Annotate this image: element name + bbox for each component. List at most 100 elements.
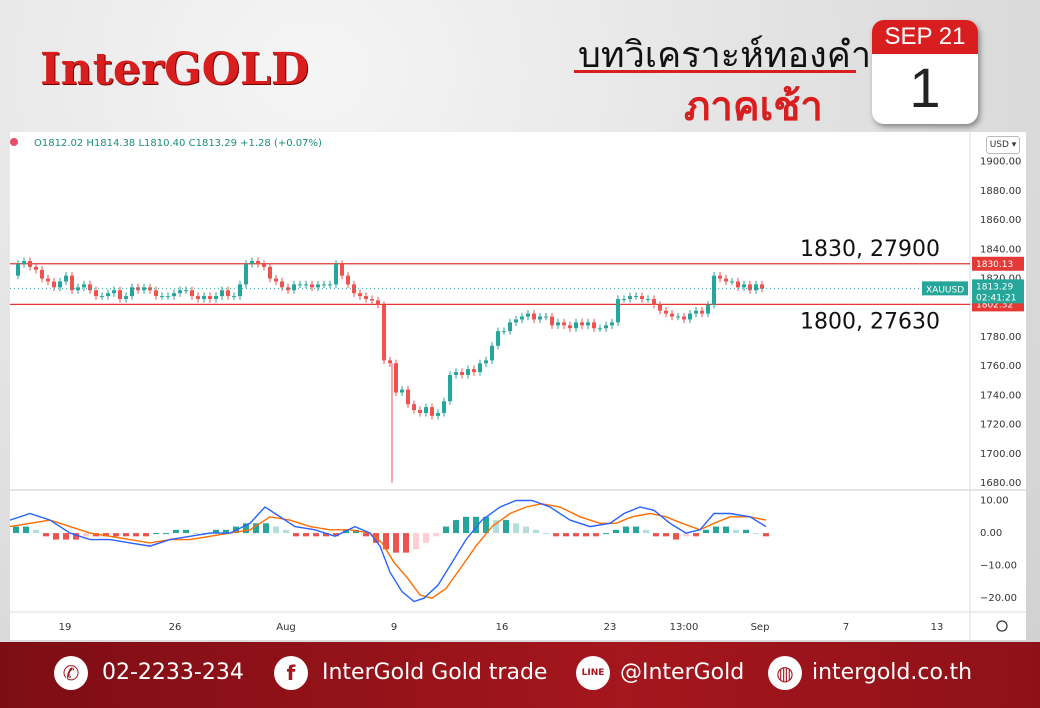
macd-histogram-bar xyxy=(733,529,739,534)
ohlc-close: C1813.29 xyxy=(188,138,237,149)
footer-line[interactable]: @InterGold xyxy=(620,660,745,685)
candle xyxy=(502,331,506,333)
candle xyxy=(676,316,680,318)
macd-histogram-bar xyxy=(623,526,629,534)
candle xyxy=(64,275,68,282)
candle xyxy=(268,266,272,279)
candle xyxy=(664,310,668,314)
candle xyxy=(298,284,302,286)
ohlc-open: O1812.02 xyxy=(34,138,84,149)
candle xyxy=(208,296,212,300)
support-annotation: 1800, 27630 xyxy=(800,309,940,334)
currency-dropdown[interactable]: USD ▾ xyxy=(986,136,1020,154)
candle xyxy=(418,410,422,413)
candle xyxy=(556,322,560,326)
candle xyxy=(220,290,224,297)
candle xyxy=(430,407,434,416)
macd-histogram-bar xyxy=(33,529,39,534)
macd-signal-line xyxy=(10,503,767,599)
macd-histogram-bar xyxy=(743,529,749,534)
resistance-price-tag xyxy=(972,256,1024,271)
candle xyxy=(394,363,398,393)
macd-histogram-bar xyxy=(73,533,79,540)
macd-histogram-bar xyxy=(513,523,519,534)
candle xyxy=(550,316,554,326)
candle xyxy=(70,275,74,291)
macd-histogram-bar xyxy=(153,533,159,535)
candle xyxy=(256,261,260,264)
price-tick-label: 1880.00 xyxy=(980,186,1021,197)
price-tick-label: 1680.00 xyxy=(980,478,1021,489)
macd-histogram-bar xyxy=(393,533,399,553)
macd-histogram-bar xyxy=(323,533,329,537)
candle xyxy=(118,290,122,300)
candle xyxy=(526,313,530,317)
macd-histogram-bar xyxy=(363,533,369,537)
candle xyxy=(628,296,632,300)
candle xyxy=(382,304,386,361)
price-tick-label: 1820.00 xyxy=(980,274,1021,285)
footer-phone[interactable]: 02-2233-234 xyxy=(102,660,244,685)
candle xyxy=(226,290,230,297)
candle xyxy=(760,284,764,289)
footer-facebook[interactable]: InterGold Gold trade xyxy=(322,660,548,685)
candle xyxy=(22,261,26,264)
macd-histogram-bar xyxy=(553,533,559,537)
macd-histogram-bar xyxy=(703,529,709,534)
candle xyxy=(574,322,578,329)
candle xyxy=(604,325,608,329)
macd-histogram-bar xyxy=(193,533,199,535)
bar-countdown: 02:41:21 xyxy=(976,293,1016,303)
price-chart[interactable]: 1900.001880.001860.001840.001820.001800.… xyxy=(10,132,1026,640)
candle xyxy=(436,412,440,416)
title-divider xyxy=(574,70,856,73)
time-tick-label: 7 xyxy=(843,622,849,633)
ohlc-low: L1810.40 xyxy=(138,138,186,149)
calendar-day: 1 xyxy=(909,56,941,119)
macd-histogram-bar xyxy=(503,520,509,534)
candle xyxy=(454,372,458,375)
candle xyxy=(712,275,716,305)
macd-histogram-bar xyxy=(253,523,259,534)
candle xyxy=(688,313,692,320)
macd-tick-label: 10.00 xyxy=(980,496,1009,507)
candle xyxy=(670,313,674,317)
time-tick-label: 23 xyxy=(604,622,617,633)
facebook-icon: f xyxy=(274,656,308,690)
macd-histogram-bar xyxy=(283,529,289,534)
macd-histogram-bar xyxy=(63,533,69,540)
candle xyxy=(250,261,254,264)
candle xyxy=(466,369,470,375)
candle xyxy=(442,401,446,413)
last-price-tag xyxy=(972,279,1024,304)
macd-histogram-bar xyxy=(533,529,539,534)
candle xyxy=(496,331,500,346)
macd-histogram-bar xyxy=(143,533,149,537)
macd-histogram-bar xyxy=(493,520,499,534)
macd-histogram-bar xyxy=(133,533,139,537)
ohlc-high: H1814.38 xyxy=(86,138,136,149)
symbol-tag-label: XAUUSD xyxy=(926,285,964,295)
candle xyxy=(190,290,194,297)
candle xyxy=(316,284,320,288)
candle xyxy=(748,284,752,291)
macd-tick-label: −10.00 xyxy=(980,561,1017,572)
candle xyxy=(196,296,200,300)
macd-histogram-bar xyxy=(403,533,409,553)
footer-bar: ✆ 02-2233-234 f InterGold Gold trade LIN… xyxy=(0,642,1040,708)
candle xyxy=(448,374,452,402)
price-tick-label: 1700.00 xyxy=(980,449,1021,460)
globe-icon: ◍ xyxy=(768,656,802,690)
candle xyxy=(88,284,92,291)
candle xyxy=(388,360,392,364)
candle xyxy=(16,263,20,276)
candle xyxy=(724,278,728,282)
candle xyxy=(238,284,242,297)
macd-histogram-bar xyxy=(583,533,589,537)
macd-histogram-bar xyxy=(463,516,469,534)
support-price-tag-label: 1802.32 xyxy=(976,300,1013,310)
price-tick-label: 1900.00 xyxy=(980,157,1021,168)
candle xyxy=(358,293,362,297)
candle xyxy=(424,407,428,413)
footer-web[interactable]: intergold.co.th xyxy=(812,660,973,685)
